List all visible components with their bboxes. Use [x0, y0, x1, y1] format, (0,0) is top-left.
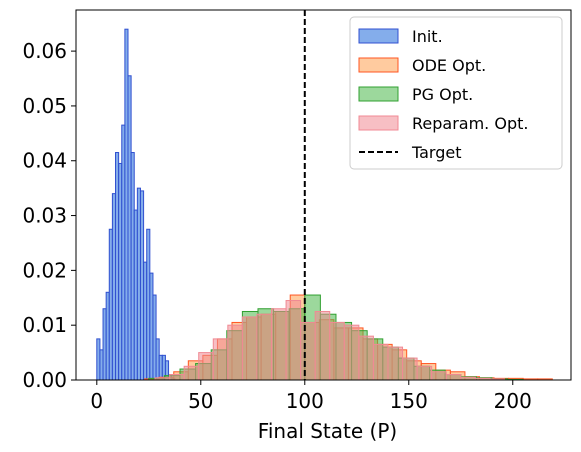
- legend-label-3: Reparam. Opt.: [412, 114, 528, 133]
- y-tick-label-5: 0.05: [22, 94, 67, 118]
- legend-label-target: Target: [411, 143, 462, 162]
- bar-3-14: [358, 335, 374, 381]
- y-axis-ticks: 0.00 0.01 0.02 0.03 0.04 0.05 0.06: [22, 39, 76, 392]
- bar-3-11: [314, 310, 331, 381]
- y-tick-label-2: 0.02: [22, 258, 67, 282]
- y-tick-label-1: 0.01: [22, 313, 67, 337]
- x-tick-label-2: 100: [286, 389, 324, 413]
- x-tick-label-4: 200: [494, 389, 532, 413]
- plot-frame: [75, 9, 572, 381]
- bar-3-7: [256, 313, 273, 381]
- bar-3-5: [227, 324, 243, 381]
- legend-swatch-3: [358, 115, 399, 131]
- bar-3-20: [445, 374, 462, 381]
- y-tick-label-6: 0.06: [22, 39, 67, 63]
- x-tick-label-3: 150: [390, 389, 428, 413]
- legend-swatch-1: [358, 57, 399, 73]
- bar-3-17: [402, 357, 418, 381]
- legend-label-2: PG Opt.: [412, 85, 473, 104]
- legend-swatch-0: [358, 28, 399, 44]
- bar-3-1: [169, 374, 185, 381]
- series-3-bars: [154, 300, 505, 381]
- bar-3-4: [212, 338, 229, 381]
- y-tick-label-3: 0.03: [22, 204, 67, 228]
- legend: Init. ODE Opt. PG Opt. Reparam. Opt. Target: [349, 16, 563, 170]
- x-tick-label-0: 0: [90, 389, 103, 413]
- bar-3-15: [372, 343, 389, 381]
- legend-swatch-2: [358, 86, 399, 102]
- x-axis-label: Final State (P): [258, 419, 397, 443]
- bar-3-18: [416, 365, 433, 381]
- bar-3-12: [329, 321, 345, 381]
- x-tick-label-1: 50: [188, 389, 213, 413]
- bar-3-19: [431, 371, 447, 381]
- bar-3-6: [241, 316, 258, 381]
- y-tick-label-4: 0.04: [22, 149, 67, 173]
- legend-label-0: Init.: [412, 27, 443, 46]
- y-tick-label-0: 0.00: [22, 368, 67, 392]
- bar-3-8: [271, 308, 287, 381]
- bar-3-10: [300, 321, 316, 381]
- bar-3-3: [198, 352, 214, 381]
- legend-label-1: ODE Opt.: [412, 56, 486, 75]
- x-axis-ticks: 0 50 100 150 200: [90, 380, 532, 413]
- bar-3-2: [183, 365, 200, 381]
- legend-box: [349, 16, 563, 170]
- bar-3-16: [387, 346, 404, 381]
- bar-3-13: [343, 324, 360, 381]
- bar-3-9: [285, 300, 302, 381]
